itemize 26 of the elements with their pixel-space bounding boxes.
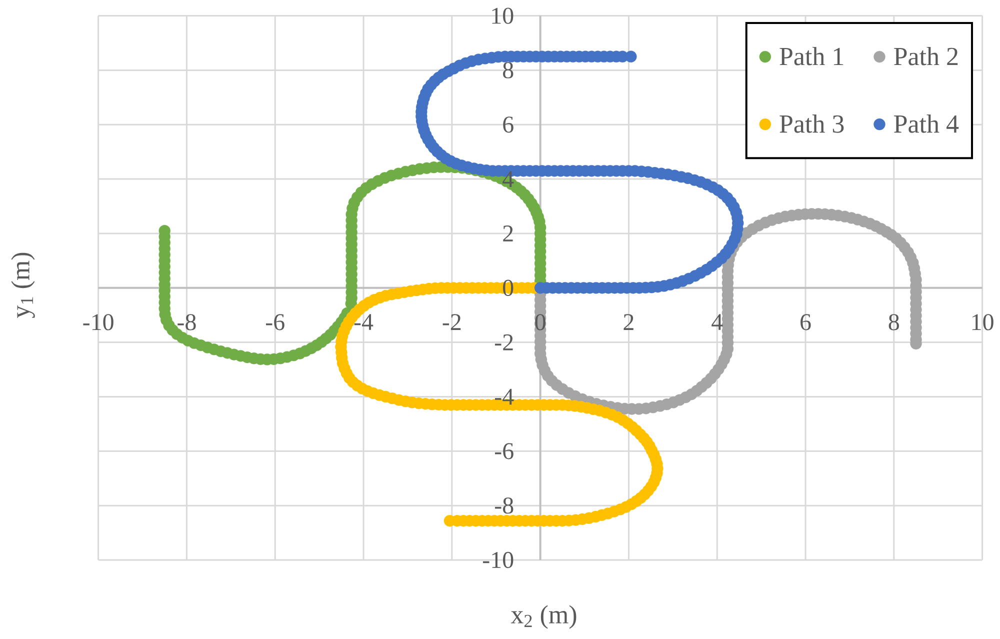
y-tick-label: 2	[503, 226, 513, 242]
x-tick-label: 10	[972, 314, 994, 330]
y-tick-label: 10	[492, 8, 514, 24]
y-axis-title: y$_{1}$ (m)	[11, 252, 35, 318]
legend-label: Path 2	[894, 47, 958, 66]
legend-label: Path 3	[780, 114, 844, 133]
x-tick-label: 8	[888, 314, 899, 330]
y-tick-label: 0	[503, 280, 514, 296]
x-tick-label: 6	[800, 314, 811, 330]
x-tick-label: -2	[442, 314, 461, 330]
y-tick-label: 6	[503, 116, 514, 133]
x-tick-label: -10	[83, 314, 114, 330]
x-tick-label: -8	[178, 314, 196, 330]
x-tick-label: 4	[712, 314, 723, 330]
x-axis-title: x$_{2}$ (m)	[510, 605, 576, 629]
x-tick-label: 0	[535, 314, 546, 330]
x-tick-label: 2	[624, 314, 634, 330]
y-tick-label: 8	[503, 62, 514, 78]
legend-label: Path 1	[780, 47, 844, 66]
y-tick-label: -10	[483, 552, 514, 568]
y-tick-label: -8	[495, 497, 514, 514]
x-tick-label: -4	[354, 314, 374, 330]
legend-label: Path 4	[894, 114, 959, 133]
y-tick-label: -2	[495, 334, 513, 350]
y-tick-label: -6	[495, 443, 514, 460]
x-tick-label: -6	[266, 314, 284, 330]
